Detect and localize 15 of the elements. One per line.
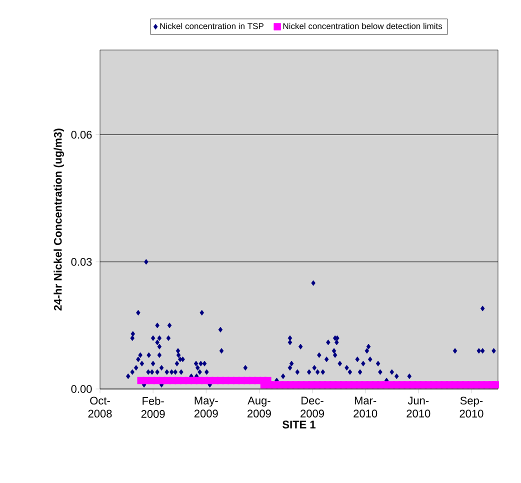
y-tick-label: 0.00 (71, 385, 92, 393)
x-tick-label: Aug-2009 (248, 396, 271, 418)
legend-label: Nickel concentration below detection limits (283, 22, 442, 30)
legend-label: Nickel concentration in TSP (160, 22, 264, 30)
x-axis-title: SITE 1 (282, 420, 316, 428)
x-tick-label: Sep-2010 (460, 396, 484, 418)
y-tick-label: 0.03 (71, 258, 92, 266)
y-axis-title: 24-hr Nickel Concentration (ug/m3) (54, 128, 64, 310)
x-tick-label: Mar-2010 (354, 396, 378, 418)
y-tick-label: 0.06 (71, 130, 92, 139)
x-tick-label: May-2009 (194, 396, 218, 418)
x-tick-label: Dec-2009 (300, 396, 324, 418)
x-tick-label: Feb-2009 (141, 396, 165, 418)
x-tick-label: Jun-2010 (406, 396, 430, 418)
x-tick-label: Oct-2008 (88, 396, 112, 418)
